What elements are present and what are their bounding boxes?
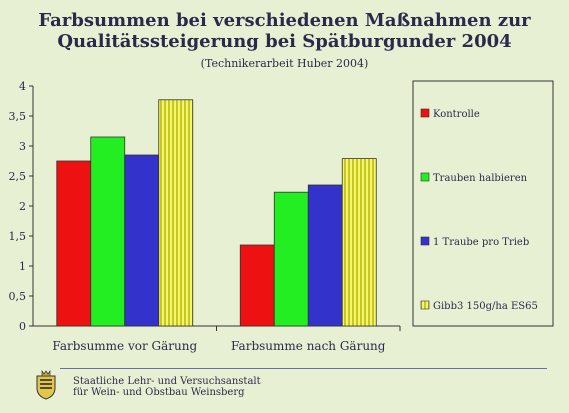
- institution-name: Staatliche Lehr- und Versuchsanstalt für…: [73, 376, 261, 398]
- y-tick-label: 3: [19, 140, 26, 153]
- legend-label: Kontrolle: [433, 109, 480, 120]
- chart-subtitle: (Technikerarbeit Huber 2004): [200, 57, 369, 70]
- legend-label: 1 Traube pro Trieb: [433, 237, 529, 248]
- bar: [273, 191, 309, 327]
- coat-of-arms-icon: [36, 370, 56, 400]
- bar: [341, 158, 377, 327]
- legend-swatch: [420, 108, 430, 118]
- institution-line-2: für Wein- und Obstbau Weinsberg: [73, 387, 245, 398]
- bar: [90, 136, 126, 327]
- bar: [307, 184, 343, 327]
- bar: [124, 154, 160, 327]
- y-tick-label: 1: [19, 260, 26, 273]
- x-tick-label: Farbsumme nach Gärung: [231, 339, 386, 353]
- y-tick-label: 2,5: [9, 170, 27, 183]
- y-tick-label: 0: [19, 320, 26, 333]
- y-tick-label: 4: [19, 80, 26, 93]
- y-tick-label: 3,5: [9, 110, 27, 123]
- chart-title: Farbsummen bei verschiedenen Maßnahmen z…: [0, 10, 569, 52]
- institution-line-1: Staatliche Lehr- und Versuchsanstalt: [73, 376, 261, 387]
- title-line-2: Qualitätssteigerung bei Spätburgunder 20…: [57, 31, 512, 52]
- footer-divider: [60, 368, 547, 369]
- y-tick-label: 2: [19, 200, 26, 213]
- bar: [56, 160, 92, 327]
- title-line-1: Farbsummen bei verschiedenen Maßnahmen z…: [38, 10, 531, 31]
- bar: [158, 99, 194, 327]
- legend-label: Gibb3 150g/ha ES65: [433, 301, 538, 312]
- legend-label: Trauben halbieren: [433, 173, 528, 184]
- y-tick-label: 1,5: [9, 230, 27, 243]
- y-tick-label: 0,5: [9, 290, 27, 303]
- legend-swatch: [420, 300, 430, 310]
- legend-swatch: [420, 172, 430, 182]
- bar: [239, 244, 275, 327]
- legend-swatch: [420, 236, 430, 246]
- x-tick-label: Farbsumme vor Gärung: [52, 339, 197, 353]
- legend-box: [412, 80, 554, 327]
